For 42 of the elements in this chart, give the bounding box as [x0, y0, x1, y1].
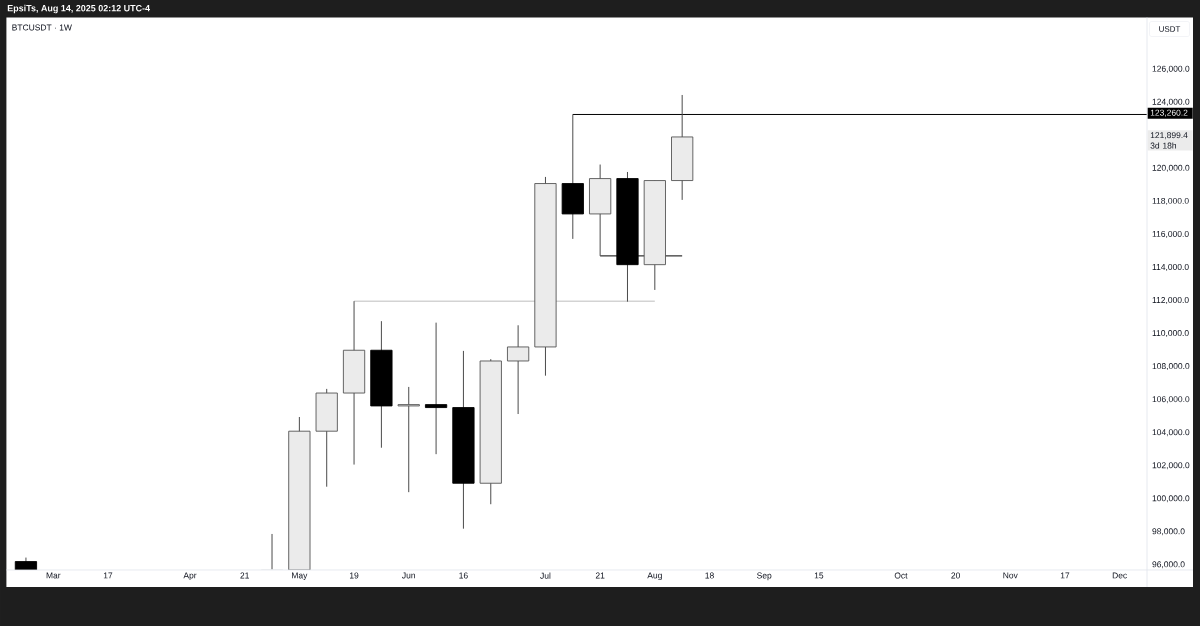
x-tick-label: 21 [595, 572, 605, 579]
x-tick-label: Apr [183, 572, 197, 581]
x-tick-label: 19 [349, 572, 359, 579]
x-tick-label: 21 [240, 572, 249, 579]
x-tick-label: 17 [103, 572, 113, 579]
y-tick-label: 118,000.0 [1152, 197, 1189, 205]
x-tick-label: Mar [46, 572, 61, 579]
x-tick-label: Dec [1112, 572, 1127, 579]
y-tick-label: 112,000.0 [1152, 297, 1189, 304]
y-tick-label: 102,000.0 [1152, 462, 1190, 470]
y-tick-label: 110,000.0 [1152, 330, 1189, 338]
y-tick-label: 106,000.0 [1152, 396, 1190, 404]
text: BTCUSDT · 1W [12, 24, 72, 31]
x-tick-label: Aug [647, 572, 662, 581]
x-tick-label: 15 [814, 572, 824, 579]
x-tick-label: Oct [894, 572, 908, 579]
y-tick-label: 104,000.0 [1152, 429, 1190, 437]
y-tick-label: 126,000.0 [1152, 65, 1190, 73]
text: 3d 18h [1150, 142, 1177, 149]
y-tick-label: 120,000.0 [1152, 164, 1190, 172]
x-tick-label: May [292, 572, 308, 581]
text: 121,899.4 [1150, 132, 1188, 140]
series-label: 123,260.2 [1150, 109, 1188, 117]
x-tick-label: 20 [951, 572, 960, 579]
y-tick-label: 108,000.0 [1152, 363, 1190, 371]
y-tick-label: 96,000.0 [1152, 561, 1185, 569]
x-tick-label: Jun [402, 572, 416, 579]
x-tick-label: Nov [1003, 572, 1018, 579]
y-tick-label: 114,000.0 [1152, 263, 1189, 271]
x-tick-label: Sep [757, 572, 772, 581]
y-tick-label: 100,000.0 [1152, 495, 1190, 503]
candlestick [397, 386, 420, 493]
y-tick-label: 116,000.0 [1152, 230, 1189, 238]
y-tick-label: 98,000.0 [1152, 528, 1185, 536]
x-tick-label: Jul [540, 572, 551, 579]
candlestick [424, 322, 448, 455]
chart-subtitle: EpsiTs, Aug 14, 2025 02:12 UTC-4 [7, 4, 150, 14]
x-tick-label: 16 [459, 572, 468, 579]
x-tick-label: 18 [705, 572, 714, 579]
candlestick [507, 324, 530, 415]
x-tick-label: 17 [1060, 572, 1070, 579]
y-tick-label: 124,000.0 [1152, 98, 1190, 106]
